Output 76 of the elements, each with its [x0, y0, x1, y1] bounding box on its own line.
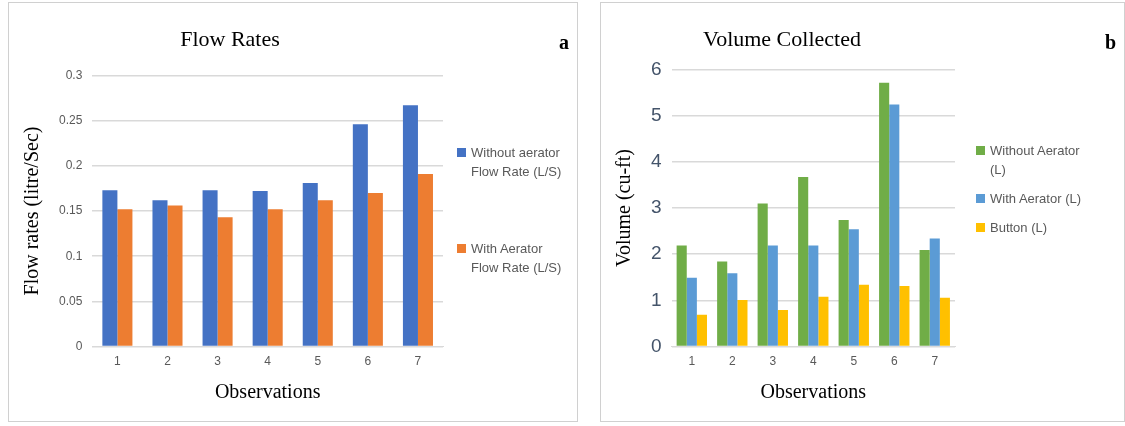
bar: [402, 105, 418, 346]
bar: [167, 205, 183, 346]
bar: [267, 209, 283, 346]
y-tick-label: 0.15: [59, 203, 83, 218]
y-tick-label: 0: [650, 334, 662, 356]
bar: [848, 229, 859, 346]
bar: [939, 297, 950, 346]
y-tick-label: 6: [650, 57, 662, 79]
y-tick-label: 0.05: [59, 293, 83, 308]
bar: [117, 209, 133, 346]
bar: [929, 238, 940, 346]
y-tick-label: 4: [650, 150, 662, 172]
bar: [858, 284, 869, 346]
bar: [767, 245, 778, 346]
bar: [838, 220, 849, 346]
chart-title: Volume Collected: [703, 25, 861, 51]
text: a: [559, 31, 569, 54]
y-tick-label: 1: [650, 288, 662, 310]
y-tick-label: 0: [75, 338, 83, 353]
bar: [676, 245, 687, 346]
legend-label: With Aerator Flow Rate (L/S): [471, 240, 563, 277]
bar: [686, 277, 697, 346]
x-tick-label: 3: [769, 354, 777, 369]
legend-label: Without Aerator (L): [990, 142, 1081, 179]
y-tick-label: 0.25: [59, 112, 83, 127]
legend-label: Button (L): [990, 219, 1048, 237]
bar: [899, 286, 910, 346]
y-tick-label: 5: [650, 103, 662, 125]
y-axis-title: Flow rates (litre/Sec): [20, 126, 44, 296]
x-tick-label: 6: [364, 354, 372, 369]
y-tick-label: 0.2: [65, 158, 83, 173]
x-tick-label: 4: [264, 354, 272, 369]
y-tick-label: 0.3: [65, 67, 83, 82]
x-tick-label: 7: [414, 354, 422, 369]
bar: [202, 190, 218, 346]
bar: [302, 182, 318, 346]
bar: [152, 200, 168, 346]
x-tick-label: 1: [114, 354, 122, 369]
bar: [317, 200, 333, 346]
y-tick-label: 0.1: [65, 248, 83, 263]
x-tick-label: 6: [890, 354, 898, 369]
bar: [717, 261, 728, 346]
bar: [727, 273, 738, 346]
chart-title: Flow Rates: [180, 25, 280, 51]
bar: [252, 191, 268, 346]
bar: [417, 173, 433, 346]
bar: [737, 299, 748, 346]
y-tick-label: 3: [650, 196, 662, 218]
x-tick-label: 2: [728, 354, 736, 369]
bar: [798, 177, 809, 346]
bar: [696, 314, 707, 346]
x-tick-label: 4: [809, 354, 817, 369]
y-tick-label: 2: [650, 242, 662, 264]
bar: [367, 192, 383, 346]
bar: [889, 104, 900, 346]
x-tick-label: 2: [164, 354, 172, 369]
x-axis-title: Observations: [214, 380, 321, 403]
bar: [217, 217, 233, 346]
bar: [879, 82, 890, 346]
legend-label: With Aerator (L): [990, 190, 1082, 208]
x-tick-label: 5: [850, 354, 858, 369]
bar: [352, 124, 368, 346]
bar: [818, 296, 829, 346]
bar: [777, 310, 788, 346]
legend-label: Without aerator Flow Rate (L/S): [471, 144, 563, 181]
x-tick-label: 5: [314, 354, 322, 369]
bar: [808, 245, 819, 346]
bar: [757, 203, 768, 346]
x-tick-label: 1: [688, 354, 696, 369]
x-tick-label: 7: [931, 354, 939, 369]
x-tick-label: 3: [214, 354, 222, 369]
bar: [102, 190, 118, 346]
bar: [919, 250, 930, 346]
y-axis-title: Volume (cu-ft): [612, 149, 636, 267]
x-axis-title: Observations: [760, 380, 867, 403]
text: b: [1104, 31, 1116, 54]
